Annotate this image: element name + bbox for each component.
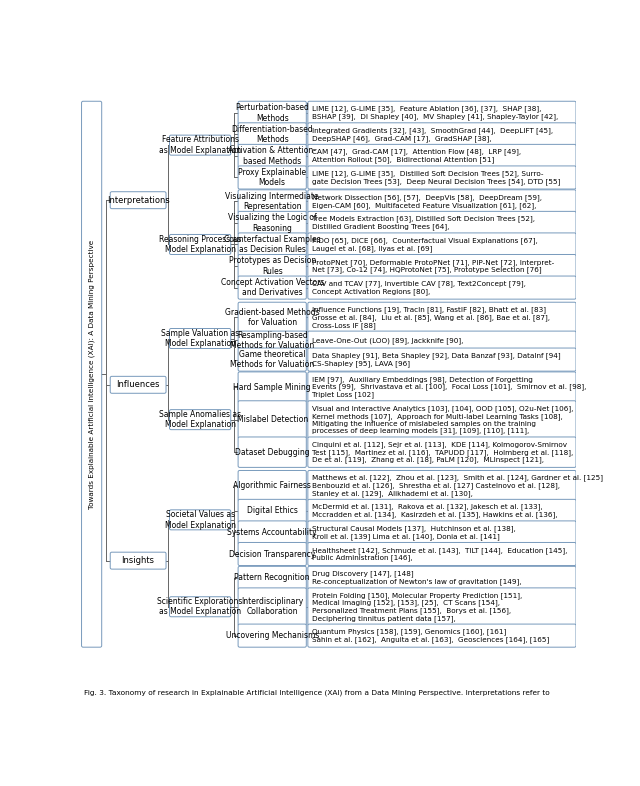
Text: CAV and TCAV [77], Invertible CAV [78], Text2Concept [79],
Concept Activation Re: CAV and TCAV [77], Invertible CAV [78], … <box>312 281 525 295</box>
FancyBboxPatch shape <box>238 499 307 523</box>
Text: Pattern Recognition: Pattern Recognition <box>234 573 310 582</box>
Text: Uncovering Mechanisms: Uncovering Mechanisms <box>225 631 319 640</box>
FancyBboxPatch shape <box>308 166 576 189</box>
Text: IEM [97],  Auxiliary Embeddings [98], Detection of Forgetting
Events [99],  Shri: IEM [97], Auxiliary Embeddings [98], Det… <box>312 376 586 399</box>
FancyBboxPatch shape <box>238 624 307 647</box>
Text: Structural Causal Models [137],  Hutchinson et al. [138],
Kroll et al. [139] Lim: Structural Causal Models [137], Hutchins… <box>312 525 515 540</box>
Text: Visualizing the Logic of
Reasoning: Visualizing the Logic of Reasoning <box>228 213 317 233</box>
FancyBboxPatch shape <box>308 499 576 523</box>
Text: LIME [12], G-LIME [35],  Feature Ablation [36], [37],  SHAP [38],
BSHAP [39],  D: LIME [12], G-LIME [35], Feature Ablation… <box>312 105 558 120</box>
Text: Interdisciplinary
Collaboration: Interdisciplinary Collaboration <box>241 597 303 616</box>
Text: Towards Explainable Artificial Intelligence (XAI): A Data Mining Perspective: Towards Explainable Artificial Intellige… <box>88 240 95 509</box>
FancyBboxPatch shape <box>238 166 307 189</box>
FancyBboxPatch shape <box>308 624 576 647</box>
Text: Decision Transparency: Decision Transparency <box>229 549 316 559</box>
Text: Reasoning Process as
Model Explanation: Reasoning Process as Model Explanation <box>159 235 241 254</box>
FancyBboxPatch shape <box>170 410 231 430</box>
FancyBboxPatch shape <box>308 471 576 501</box>
FancyBboxPatch shape <box>308 276 576 299</box>
Text: Concept Activation Vectors
and Derivatives: Concept Activation Vectors and Derivativ… <box>221 278 324 297</box>
FancyBboxPatch shape <box>308 521 576 544</box>
Text: Quantum Physics [158], [159], Genomics [160], [161]
Sahin et al. [162],  Anguita: Quantum Physics [158], [159], Genomics [… <box>312 628 549 643</box>
FancyBboxPatch shape <box>308 348 576 371</box>
FancyBboxPatch shape <box>238 233 307 256</box>
Text: Systems Accountability: Systems Accountability <box>227 528 317 537</box>
Text: Differentiation-based
Methods: Differentiation-based Methods <box>231 125 313 144</box>
Text: Perturbation-based
Methods: Perturbation-based Methods <box>236 103 309 123</box>
Text: Network Dissection [56], [57],  DeepVis [58],  DeepDream [59],
Eigen-CAM [60],  : Network Dissection [56], [57], DeepVis [… <box>312 194 541 208</box>
FancyBboxPatch shape <box>170 597 231 617</box>
FancyBboxPatch shape <box>170 510 231 530</box>
FancyBboxPatch shape <box>238 372 307 402</box>
FancyBboxPatch shape <box>170 234 231 255</box>
Text: Data Shapley [91], Beta Shapley [92], Data Banzaf [93], DataInf [94]
CS-Shapley : Data Shapley [91], Beta Shapley [92], Da… <box>312 352 561 367</box>
FancyBboxPatch shape <box>308 101 576 124</box>
FancyBboxPatch shape <box>170 329 231 348</box>
Text: Sample Valuation as
Model Explanation: Sample Valuation as Model Explanation <box>161 329 239 348</box>
FancyBboxPatch shape <box>308 401 576 439</box>
FancyBboxPatch shape <box>238 276 307 299</box>
Text: Cinquini et al. [112], Sejr et al. [113],  KDE [114], Kolmogorov-Smirnov
Test [1: Cinquini et al. [112], Sejr et al. [113]… <box>312 441 573 463</box>
Text: Game theoretical
Methods for Valuation: Game theoretical Methods for Valuation <box>230 350 314 369</box>
FancyBboxPatch shape <box>238 255 307 277</box>
Text: Activation & Attention-
based Methods: Activation & Attention- based Methods <box>228 146 316 166</box>
FancyBboxPatch shape <box>238 521 307 544</box>
FancyBboxPatch shape <box>308 303 576 332</box>
FancyBboxPatch shape <box>238 437 307 468</box>
FancyBboxPatch shape <box>238 101 307 124</box>
Text: Resampling-based
Methods for Valuation: Resampling-based Methods for Valuation <box>230 331 314 350</box>
Text: Healthsheet [142], Schmude et al. [143],  TILT [144],  Education [145],
Public A: Healthsheet [142], Schmude et al. [143],… <box>312 547 567 561</box>
FancyBboxPatch shape <box>170 135 231 155</box>
FancyBboxPatch shape <box>308 145 576 167</box>
FancyBboxPatch shape <box>238 123 307 146</box>
FancyBboxPatch shape <box>308 542 576 566</box>
Text: Tree Models Extraction [63], Distilled Soft Decision Trees [52],
Distilled Gradi: Tree Models Extraction [63], Distilled S… <box>312 215 535 230</box>
Text: Prototypes as Decision
Rules: Prototypes as Decision Rules <box>228 256 316 276</box>
Text: Visualizing Intermediate
Representation: Visualizing Intermediate Representation <box>225 192 319 211</box>
Text: Feature Attributions
as Model Explanation: Feature Attributions as Model Explanatio… <box>159 135 241 155</box>
Text: Visual and Interactive Analytics [103], [104], OOD [105], O2u-Net [106],
Kernel : Visual and Interactive Analytics [103], … <box>312 405 573 435</box>
FancyBboxPatch shape <box>238 348 307 371</box>
FancyBboxPatch shape <box>238 588 307 626</box>
Text: ProtoPNet [70], Deformable ProtoPNet [71], PIP-Net [72], Interpret-
Net [73], Co: ProtoPNet [70], Deformable ProtoPNet [71… <box>312 259 554 274</box>
FancyBboxPatch shape <box>308 123 576 146</box>
Text: Algorithmic Fairness: Algorithmic Fairness <box>233 481 311 490</box>
FancyBboxPatch shape <box>238 471 307 501</box>
FancyBboxPatch shape <box>238 303 307 332</box>
Text: Sample Anomalies as
Model Explanation: Sample Anomalies as Model Explanation <box>159 410 241 429</box>
FancyBboxPatch shape <box>81 101 102 647</box>
Text: Interpretations: Interpretations <box>107 196 170 204</box>
FancyBboxPatch shape <box>308 255 576 277</box>
FancyBboxPatch shape <box>308 372 576 402</box>
Text: Societal Values as
Model Explanation: Societal Values as Model Explanation <box>164 510 236 530</box>
Text: Leave-One-Out (LOO) [89], Jackknife [90],: Leave-One-Out (LOO) [89], Jackknife [90]… <box>312 337 463 343</box>
Text: Integrated Gradients [32], [43],  SmoothGrad [44],  DeepLIFT [45],
DeepSHAP [46]: Integrated Gradients [32], [43], SmoothG… <box>312 127 553 141</box>
FancyBboxPatch shape <box>308 437 576 468</box>
FancyBboxPatch shape <box>308 331 576 350</box>
Text: Gradient-based Methods
for Valuation: Gradient-based Methods for Valuation <box>225 308 319 327</box>
Text: Fig. 3. Taxonomy of research in Explainable Artificial Intelligence (XAI) from a: Fig. 3. Taxonomy of research in Explaina… <box>84 689 550 696</box>
Text: Hard Sample Mining: Hard Sample Mining <box>234 383 311 391</box>
FancyBboxPatch shape <box>308 567 576 590</box>
FancyBboxPatch shape <box>238 331 307 350</box>
FancyBboxPatch shape <box>110 192 166 208</box>
FancyBboxPatch shape <box>238 211 307 234</box>
FancyBboxPatch shape <box>238 189 307 213</box>
Text: Influences: Influences <box>116 380 160 389</box>
FancyBboxPatch shape <box>238 401 307 439</box>
FancyBboxPatch shape <box>238 542 307 566</box>
FancyBboxPatch shape <box>308 233 576 256</box>
Text: Digital Ethics: Digital Ethics <box>247 506 298 516</box>
Text: CAM [47],  Grad-CAM [17],  Attention Flow [48],  LRP [49],
Attention Rollout [50: CAM [47], Grad-CAM [17], Attention Flow … <box>312 149 521 163</box>
FancyBboxPatch shape <box>308 189 576 213</box>
FancyBboxPatch shape <box>110 376 166 393</box>
FancyBboxPatch shape <box>238 145 307 167</box>
FancyBboxPatch shape <box>110 553 166 569</box>
Text: Scientific Explorations
as Model Explanation: Scientific Explorations as Model Explana… <box>157 597 243 616</box>
Text: Mislabel Detection: Mislabel Detection <box>237 415 308 424</box>
Text: Dataset Debugging: Dataset Debugging <box>235 448 310 457</box>
Text: Protein Folding [150], Molecular Property Prediction [151],
Medical Imaging [152: Protein Folding [150], Molecular Propert… <box>312 592 522 622</box>
Text: Insights: Insights <box>122 556 155 565</box>
Text: Counterfactual Examples
as Decision Rules: Counterfactual Examples as Decision Rule… <box>224 235 321 254</box>
Text: Drug Discovery [147], [148]
Re-conceptualization of Newton's law of gravitation : Drug Discovery [147], [148] Re-conceptua… <box>312 571 521 585</box>
